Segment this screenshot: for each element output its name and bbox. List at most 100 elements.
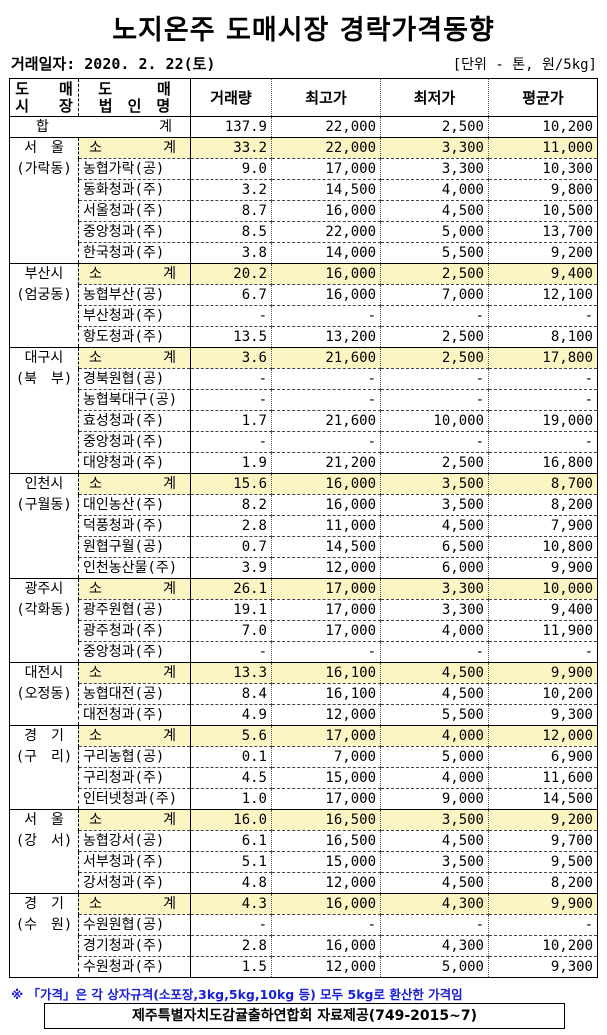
min-price-cell: 10,000 (380, 410, 489, 432)
qty-cell: - (190, 914, 272, 936)
qty-cell: 19.1 (190, 599, 272, 621)
min-price-cell: 5,000 (380, 746, 489, 768)
corp-name: 서부청과(주) (83, 854, 165, 870)
avg-price-cell: 9,400 (488, 263, 598, 285)
table-row: (북 부) 경북원협(공) - - - - (9, 368, 598, 390)
corp-name: 경기청과(주) (83, 938, 165, 954)
subtotal-label-left: 소 (89, 665, 102, 681)
avg-price-cell: 9,700 (488, 830, 598, 852)
min-price-cell: 3,300 (380, 599, 489, 621)
market-cell (9, 788, 79, 810)
min-price-cell: 4,500 (380, 200, 489, 222)
market-cell: 대전시 (9, 662, 79, 684)
avg-price-cell: 9,900 (488, 662, 598, 684)
min-price-cell: 2,500 (380, 452, 489, 474)
qty-cell: 3.9 (190, 557, 272, 579)
corp-name: 덕풍청과(주) (83, 518, 165, 534)
table-row: (강 서) 농협강서(공) 6.1 16,500 4,500 9,700 (9, 830, 598, 852)
corp-cell: 인천농산물(주) (78, 557, 191, 579)
avg-price-cell: 9,300 (488, 956, 598, 978)
max-price-cell: 16,000 (271, 200, 381, 222)
corp-name: 수원청과(주) (83, 959, 165, 975)
market-name: (구월동) (16, 497, 72, 513)
qty-cell: 13.3 (190, 662, 272, 684)
subtotal-label-left: 소 (89, 581, 102, 597)
max-price-cell: 16,000 (271, 473, 381, 495)
table-row: 서부청과(주) 5.1 15,000 3,500 9,500 (9, 851, 598, 873)
subtotal-label-left: 소 (89, 812, 102, 828)
market-name: 부산시 (24, 266, 64, 283)
header-market-line1: 도 매 (15, 79, 73, 98)
corp-cell: 경기청과(주) (78, 935, 191, 957)
corp-cell: 덕풍청과(주) (78, 515, 191, 537)
market-cell (9, 452, 79, 474)
subtotal-row: 광주시 소 계 26.1 17,000 3,300 10,000 (9, 578, 598, 600)
avg-price-cell: 9,900 (488, 557, 598, 579)
corp-cell: 구리농협(공) (78, 746, 191, 768)
min-price-cell: 7,000 (380, 284, 489, 306)
qty-cell: 1.5 (190, 956, 272, 978)
table-row: 원협구월(공) 0.7 14,500 6,500 10,800 (9, 536, 598, 558)
corp-cell: 농협가락(공) (78, 158, 191, 180)
table-row: 광주청과(주) 7.0 17,000 4,000 11,900 (9, 620, 598, 642)
subtotal-row: 대전시 소 계 13.3 16,100 4,500 9,900 (9, 662, 598, 684)
min-price-cell: 5,500 (380, 242, 489, 264)
qty-cell: 6.1 (190, 830, 272, 852)
market-name: (구 리) (15, 749, 73, 765)
qty-cell: 8.5 (190, 221, 272, 243)
corp-name: 부산청과(주) (83, 308, 165, 324)
corp-name: 농협대전(공) (83, 686, 165, 702)
min-price-cell: 2,500 (380, 263, 489, 285)
corp-cell: 인터넷청과(주) (78, 788, 191, 810)
min-price-cell: 4,500 (380, 515, 489, 537)
corp-name: 항도청과(주) (83, 329, 165, 345)
qty-cell: 0.1 (190, 746, 272, 768)
table-row: 중앙청과(주) - - - - (9, 431, 598, 453)
corp-name: 광주원협(공) (83, 602, 165, 618)
min-price-cell: 4,500 (380, 872, 489, 894)
min-price-cell: 4,300 (380, 893, 489, 915)
subtotal-label-right: 계 (163, 812, 176, 828)
max-price-cell: 7,000 (271, 746, 381, 768)
max-price-cell: 21,600 (271, 410, 381, 432)
max-price-cell: 14,500 (271, 179, 381, 201)
avg-price-cell: 11,900 (488, 620, 598, 642)
market-cell: 인천시 (9, 473, 79, 495)
min-price-cell: 3,500 (380, 473, 489, 495)
corp-cell: 부산청과(주) (78, 305, 191, 327)
corp-name: 농협부산(공) (83, 287, 165, 303)
avg-price-cell: 8,200 (488, 872, 598, 894)
avg-price-cell: 10,300 (488, 158, 598, 180)
table-row: 농협북대구(공) - - - - (9, 389, 598, 411)
qty-cell: 7.0 (190, 620, 272, 642)
corp-cell: 경북원협(공) (78, 368, 191, 390)
market-cell (9, 956, 79, 978)
table-row: (엄궁동) 농협부산(공) 6.7 16,000 7,000 12,100 (9, 284, 598, 306)
table-row: 대양청과(주) 1.9 21,200 2,500 16,800 (9, 452, 598, 474)
market-cell (9, 641, 79, 663)
qty-cell: 8.2 (190, 494, 272, 516)
header-max: 최고가 (271, 78, 381, 117)
header-market-line2: 시 장 (15, 96, 73, 115)
qty-cell: - (190, 368, 272, 390)
min-price-cell: - (380, 431, 489, 453)
market-name: 경 기 (24, 728, 64, 745)
avg-price-cell: 10,200 (488, 935, 598, 957)
subtotal-label-left: 소 (89, 896, 102, 912)
market-name: 대전시 (24, 665, 64, 682)
market-cell: (각화동) (9, 599, 79, 621)
corp-name: 동화청과(주) (83, 182, 165, 198)
total-qty: 137.9 (224, 119, 267, 135)
max-price-cell: 21,600 (271, 347, 381, 369)
corp-cell: 수원청과(주) (78, 956, 191, 978)
table-row: 구리청과(주) 4.5 15,000 4,000 11,600 (9, 767, 598, 789)
min-price-cell: - (380, 641, 489, 663)
subtotal-label-left: 소 (89, 476, 102, 492)
max-price-cell: 17,000 (271, 725, 381, 747)
max-price-cell: 22,000 (271, 221, 381, 243)
min-price-cell: 6,500 (380, 536, 489, 558)
qty-cell: - (190, 641, 272, 663)
max-price-cell: 16,000 (271, 893, 381, 915)
